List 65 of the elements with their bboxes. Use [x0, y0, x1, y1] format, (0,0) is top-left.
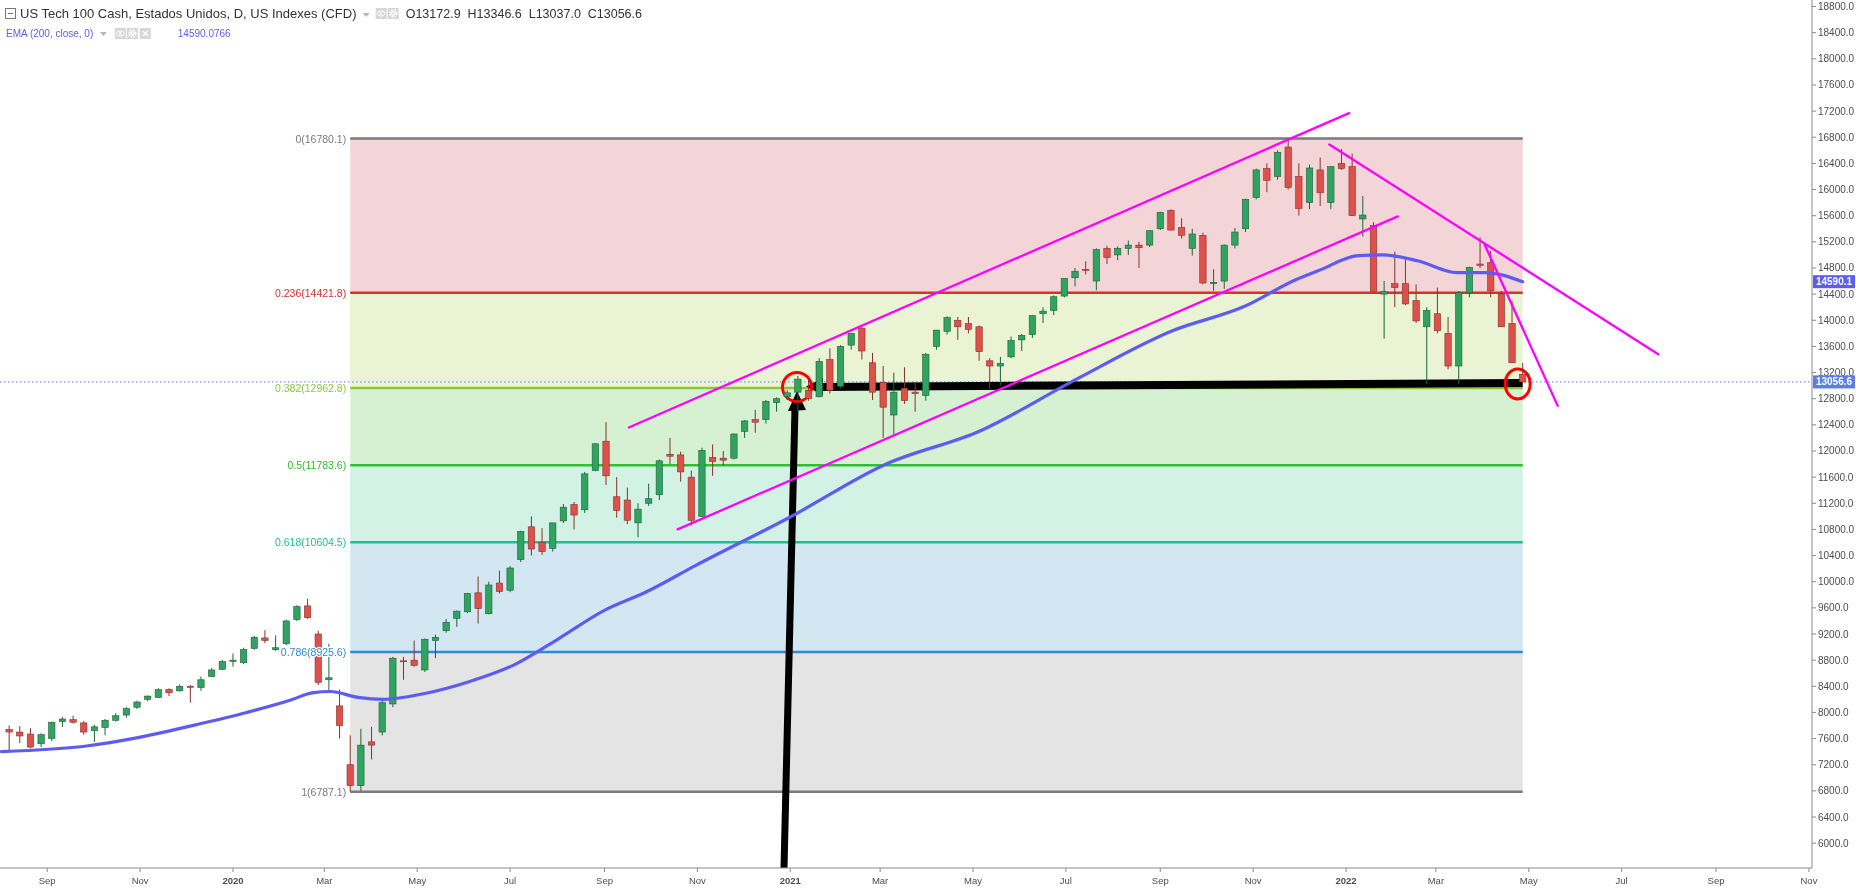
x-tick-label: 2021	[779, 874, 802, 886]
y-tick-label: 6800.0	[1818, 785, 1850, 797]
ref-line-label: 0.618(10604.5)	[274, 536, 347, 549]
y-tick-label: 11600.0	[1818, 471, 1854, 483]
y-tick-label: 16800.0	[1818, 131, 1855, 143]
y-tick-label: 8400.0	[1818, 680, 1850, 692]
ref-line-label: 0.382(12962.8)	[274, 382, 347, 395]
x-tick-label: Sep	[1707, 874, 1725, 886]
y-tick-label: 13600.0	[1818, 340, 1855, 352]
y-tick-label: 11200.0	[1818, 497, 1854, 509]
y-tick-label: 15600.0	[1818, 210, 1855, 222]
y-tick-label: 16400.0	[1818, 157, 1855, 169]
ref-line-label: 0(16780.1)	[295, 132, 347, 145]
x-tick-label: Jul	[1615, 874, 1628, 886]
x-tick-label: Mar	[871, 874, 889, 886]
x-tick-label: Sep	[1151, 874, 1169, 886]
ref-line-label: 1(6787.1)	[301, 785, 347, 798]
x-tick-label: Sep	[38, 874, 56, 886]
y-tick-label: 12400.0	[1818, 419, 1855, 431]
y-tick-label: 18400.0	[1818, 27, 1855, 39]
ref-line-label: 0.5(11783.6)	[287, 459, 347, 472]
x-tick-label: May	[408, 874, 427, 886]
x-tick-label: Nov	[688, 874, 707, 886]
x-tick-label: Jul	[504, 874, 517, 886]
y-tick-label: 18800.0	[1818, 1, 1855, 13]
text: US Tech 100 Cash, Estados Unidos, D, US Indexes (CFD)	[20, 6, 357, 21]
x-tick-label: Sep	[596, 874, 613, 886]
x-tick-label: Nov	[1800, 874, 1818, 886]
annotation: 14590.0766	[177, 28, 232, 39]
x-tick-label: 2020	[222, 874, 244, 886]
y-tick-label: 16000.0	[1818, 184, 1855, 196]
y-tick-label: 10800.0	[1818, 523, 1855, 535]
y-tick-label: 12800.0	[1818, 393, 1855, 405]
ref-line-label: 0.236(14421.8)	[274, 286, 347, 299]
x-tick-label: Mar	[1427, 874, 1445, 886]
ref-line-label: 13056.6	[1815, 376, 1853, 388]
y-tick-label: 17200.0	[1818, 105, 1855, 117]
y-tick-label: 10400.0	[1818, 550, 1855, 562]
y-tick-label: 8800.0	[1818, 654, 1850, 666]
x-tick-label: Nov	[1244, 874, 1262, 886]
y-tick-label: 7200.0	[1818, 759, 1850, 771]
y-tick-label: 12000.0	[1818, 445, 1855, 457]
y-tick-label: 6400.0	[1818, 811, 1850, 823]
y-tick-label: 18000.0	[1818, 53, 1855, 65]
y-tick-label: 14000.0	[1818, 314, 1855, 326]
y-tick-label: 10000.0	[1818, 576, 1855, 588]
text: O13172.9 H13346.6 L13037.0 C13056.6	[405, 7, 643, 21]
y-tick-label: 9600.0	[1818, 602, 1850, 614]
x-tick-label: May	[964, 874, 983, 886]
x-tick-label: Mar	[316, 874, 333, 886]
x-tick-label: Nov	[131, 874, 149, 886]
y-tick-label: 8000.0	[1818, 706, 1850, 718]
y-tick-label: 17600.0	[1818, 79, 1855, 91]
y-tick-label: 7600.0	[1818, 733, 1850, 745]
x-tick-label: 2022	[1335, 874, 1357, 886]
y-tick-label: 14400.0	[1818, 288, 1855, 300]
annotation: 14590.1	[1815, 276, 1853, 288]
y-tick-label: 9200.0	[1818, 628, 1850, 640]
x-tick-label: May	[1519, 874, 1538, 886]
x-tick-label: Jul	[1059, 874, 1072, 886]
y-tick-label: 14800.0	[1818, 262, 1855, 274]
y-tick-label: 6000.0	[1818, 837, 1850, 849]
text: EMA (200, close, 0)	[6, 28, 94, 39]
y-tick-label: 13200.0	[1818, 367, 1855, 379]
y-tick-label: 15200.0	[1818, 236, 1855, 248]
